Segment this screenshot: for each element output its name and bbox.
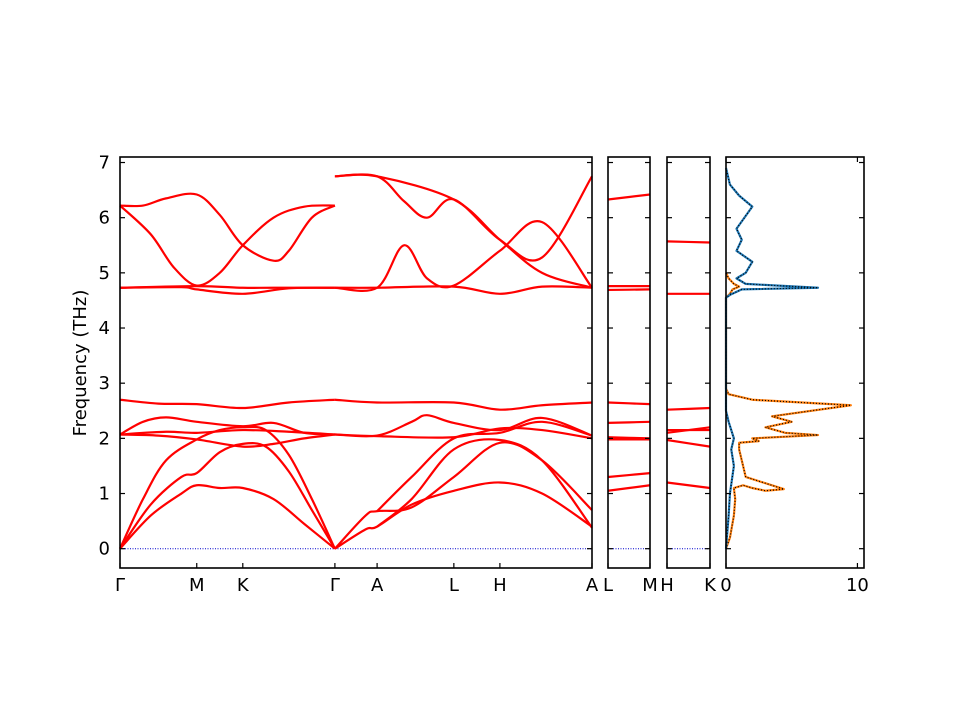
dos-frame [725, 156, 865, 569]
phonon-band [334, 285, 593, 295]
y-tick-label: 7 [99, 153, 110, 174]
phonon-band [334, 441, 593, 550]
phonon-band [334, 173, 593, 289]
dos-curve [724, 167, 820, 549]
phonon-band [607, 288, 651, 292]
x-tick-label: A [371, 575, 384, 596]
phonon-band [666, 406, 711, 411]
phonon-band [607, 484, 651, 492]
phonon-band [119, 483, 336, 550]
phonon-band [119, 284, 335, 289]
phonon-band [119, 433, 336, 448]
y-axis-label-group: Frequency (THz) [70, 290, 91, 437]
x-tick-label: H [660, 575, 674, 596]
x-tick-label: M [642, 575, 658, 596]
y-tick-label: 2 [99, 428, 110, 449]
phonon-band [666, 438, 711, 448]
phonon-band [607, 193, 651, 201]
dos-panel: 0 10 [720, 156, 869, 596]
phonon-band [119, 428, 335, 436]
phonon-band [119, 398, 335, 410]
panel-frame [666, 156, 711, 569]
phonon-band [376, 438, 593, 529]
phonon-band [376, 420, 593, 512]
y-tick-label: 0 [99, 539, 110, 560]
phonon-band [334, 398, 593, 411]
phonon-band [119, 416, 335, 436]
phonon-band [334, 220, 593, 292]
y-tick-label: 5 [99, 263, 110, 284]
x-tick-label: K [704, 575, 717, 596]
x-tick-label: M [189, 575, 205, 596]
phonon-band [119, 204, 335, 287]
y-axis-label: Frequency (THz) [70, 290, 91, 437]
phonon-band [334, 414, 593, 438]
phonon-band [666, 481, 711, 490]
phonon-band [607, 436, 651, 440]
y-tick-label: 6 [99, 208, 110, 229]
dos-x-tick-label: 10 [846, 575, 869, 596]
phonon-band [666, 240, 711, 244]
y-tick-label: 3 [99, 373, 110, 394]
x-tick-label: K [237, 575, 250, 596]
y-tick-label: 1 [99, 484, 110, 505]
panel-frame [607, 156, 651, 569]
y-tick-labels: 0 1 2 3 4 5 6 7 [99, 153, 110, 560]
phonon-band [334, 173, 593, 262]
dos-curve [724, 272, 852, 550]
x-tick-label: Γ [115, 575, 125, 596]
x-tick-label: Γ [330, 575, 340, 596]
phonon-band [334, 481, 593, 550]
x-tick-label: A [586, 575, 599, 596]
x-tick-label: H [493, 575, 507, 596]
phonon-band [607, 420, 651, 425]
dos-curve-dotted [725, 272, 851, 549]
panel-frame [119, 156, 593, 569]
x-tick-label: L [603, 575, 613, 596]
phonon-band [607, 401, 651, 406]
phonon-band [119, 192, 336, 262]
phonon-band [119, 442, 336, 550]
phonon-band [607, 472, 651, 479]
y-tick-label: 4 [99, 318, 110, 339]
dos-x-tick-label: 0 [720, 575, 731, 596]
x-tick-label: L [449, 575, 459, 596]
phonon-band [119, 425, 336, 550]
